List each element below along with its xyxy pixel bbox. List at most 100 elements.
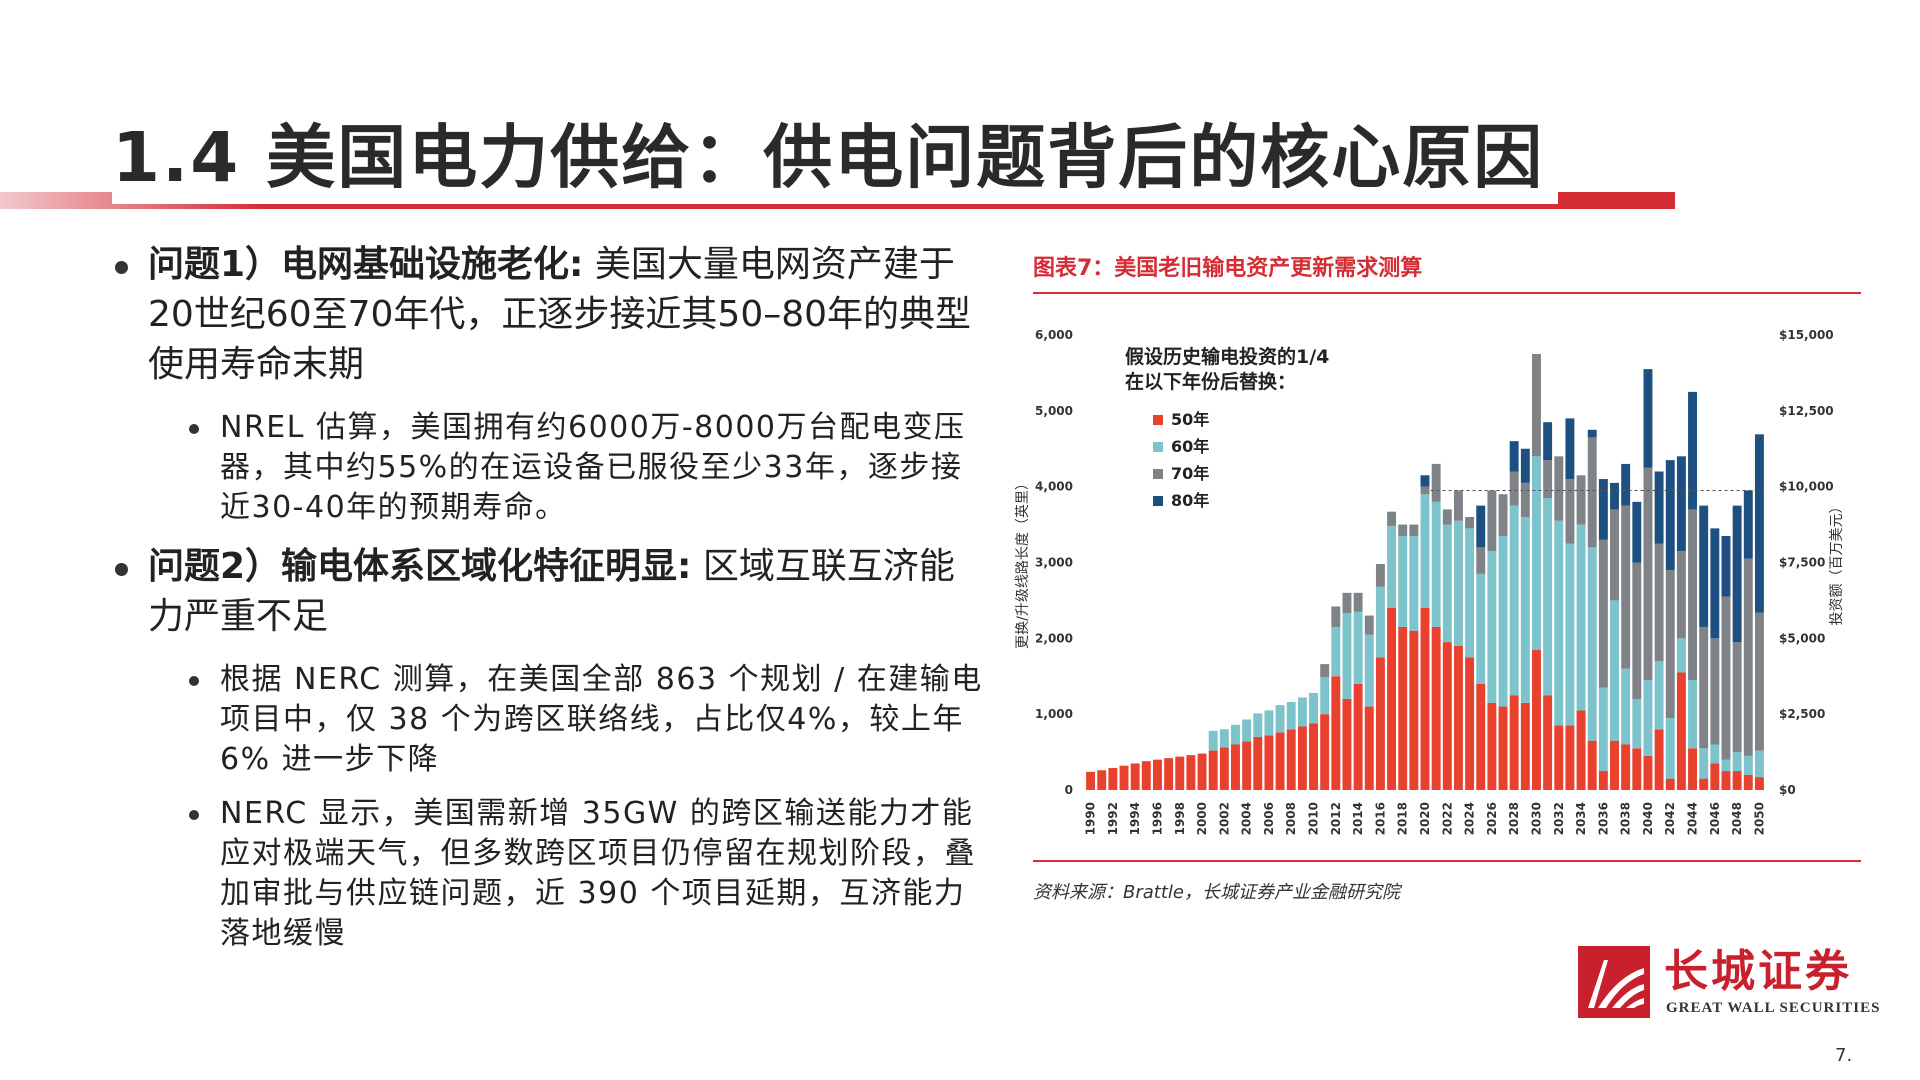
bar-segment-2017-60年 (1387, 526, 1397, 608)
bar-segment-1993-50年 (1119, 765, 1129, 790)
bar-segment-2001-50年 (1208, 750, 1218, 790)
y-tick-label: 6,000 (1035, 328, 1073, 342)
y2-tick-label: $10,000 (1779, 480, 1834, 494)
bar-segment-2043-60年 (1676, 638, 1686, 673)
bar-segment-2047-50年 (1721, 771, 1731, 790)
x-tick-label: 2006 (1262, 802, 1276, 835)
bar-segment-1997-50年 (1164, 758, 1174, 790)
bar-segment-2038-60年 (1621, 668, 1631, 745)
bar-segment-2029-80年 (1520, 448, 1530, 483)
x-tick-label: 2046 (1708, 802, 1722, 835)
legend-title-line: 在以下年份后替换： (1125, 370, 1296, 393)
bar-segment-2040-50年 (1643, 755, 1653, 791)
bar-segment-2036-60年 (1598, 687, 1608, 772)
bar-segment-2021-50年 (1431, 626, 1441, 790)
y-tick-label: 3,000 (1035, 556, 1073, 570)
bar-segment-1996-50年 (1153, 759, 1162, 790)
bar-segment-1995-50年 (1141, 761, 1151, 790)
bar-segment-2041-70年 (1654, 543, 1664, 662)
bullet-issue-1-text: 美国大量电网资产建于20世纪60至70年代，正逐步接近其50–80年的典型使用寿… (148, 244, 972, 385)
bar-segment-2026-50年 (1487, 702, 1497, 790)
bar-segment-2011-60年 (1320, 677, 1330, 715)
x-tick-label: 2016 (1373, 802, 1387, 835)
bar-segment-2025-50年 (1476, 683, 1486, 790)
bar-segment-2002-50年 (1219, 747, 1229, 790)
bar-segment-2035-80年 (1587, 429, 1597, 438)
bar-segment-2020-70年 (1420, 486, 1430, 495)
sub-bullet-nrel: NREL 估算，美国拥有约6000万-8000万台配电变压器，其中约55%的在运… (110, 408, 990, 528)
x-tick-label: 1996 (1150, 802, 1164, 835)
bar-segment-2027-60年 (1498, 535, 1508, 707)
bar-segment-2042-50年 (1665, 778, 1675, 791)
bar-segment-2005-60年 (1253, 713, 1263, 737)
bar-segment-2050-70年 (1754, 612, 1764, 751)
bar-segment-2003-50年 (1231, 744, 1240, 790)
bar-segment-2014-50年 (1353, 683, 1363, 790)
bar-segment-2017-70年 (1387, 511, 1397, 527)
bar-segment-2014-60年 (1353, 611, 1363, 684)
bar-segment-2021-60年 (1431, 501, 1441, 627)
legend-title-line: 假设历史输电投资的1/4 (1125, 345, 1329, 368)
bar-segment-2016-70年 (1375, 564, 1385, 587)
bar-segment-2037-60年 (1610, 600, 1619, 741)
y2-axis-title: 投资额（百万美元） (1829, 500, 1845, 626)
bullet-list: 问题1）电网基础设施老化: 美国大量电网资产建于20世纪60至70年代，正逐步接… (110, 240, 990, 968)
replacement-chart: 0 1,000 2,000 3,000 4,000 5,000 6,000 $0 $2,500 $… (1014, 328, 1845, 835)
bar-segment-2039-60年 (1632, 699, 1642, 749)
bar-segment-2044-60年 (1688, 680, 1697, 749)
bar-segment-2013-70年 (1342, 592, 1352, 614)
x-tick-label: 1994 (1128, 802, 1142, 835)
legend-swatch-70年 (1153, 469, 1163, 479)
bar-segment-2037-50年 (1610, 740, 1619, 790)
bar-segment-2045-50年 (1699, 778, 1709, 791)
bar-segment-2044-80年 (1688, 391, 1697, 510)
bar-segment-2012-50年 (1331, 676, 1341, 790)
bar-segment-2019-50年 (1409, 630, 1419, 790)
bar-segment-2026-60年 (1487, 551, 1497, 703)
bar-segment-2018-70年 (1398, 524, 1408, 536)
bar-segment-2048-50年 (1732, 771, 1742, 790)
figure-title: 图表7：美国老旧输电资产更新需求测算 (1033, 256, 1423, 281)
bar-segment-2050-80年 (1754, 434, 1764, 613)
page-number: 7. (1835, 1045, 1853, 1066)
x-tick-label: 2026 (1485, 802, 1499, 835)
bar-segment-2022-70年 (1442, 509, 1452, 525)
bar-segment-2006-50年 (1264, 735, 1274, 790)
bar-segment-2010-60年 (1309, 692, 1318, 724)
x-tick-label: 1992 (1106, 802, 1120, 835)
bar-segment-2038-70年 (1621, 505, 1631, 669)
bar-segment-2048-80年 (1732, 505, 1742, 643)
bar-segment-2003-60年 (1231, 724, 1240, 745)
logo-chinese-name: 长城证券 (1664, 946, 1852, 997)
x-tick-label: 2024 (1463, 802, 1477, 835)
bar-segment-2012-70年 (1331, 606, 1341, 627)
bar-segment-2034-60年 (1576, 524, 1586, 711)
bar-segment-2035-70年 (1587, 437, 1597, 548)
bar-segment-2002-60年 (1219, 729, 1229, 748)
bar-segment-2048-60年 (1732, 752, 1742, 772)
bar-segment-2038-50年 (1621, 744, 1631, 790)
bar-segment-2049-60年 (1743, 755, 1753, 775)
y-tick-label: 1,000 (1035, 707, 1073, 721)
bar-segment-2016-60年 (1375, 586, 1385, 658)
x-tick-label: 2032 (1552, 802, 1566, 835)
bar-segment-2023-60年 (1453, 520, 1463, 646)
bar-segment-2018-50年 (1398, 626, 1408, 790)
bullet-issue-2: 问题2）输电体系区域化特征明显: 区域互联互济能力严重不足 (110, 542, 990, 642)
bar-segment-2033-50年 (1565, 725, 1575, 790)
bar-segment-2049-70年 (1743, 558, 1753, 756)
legend-label-60年: 60年 (1171, 437, 1209, 456)
bar-segment-2032-60年 (1554, 520, 1564, 726)
bar-segment-2013-60年 (1342, 613, 1352, 699)
bar-segment-2020-60年 (1420, 494, 1430, 608)
bar-segment-2033-60年 (1565, 543, 1575, 726)
bar-segment-2034-50年 (1576, 710, 1586, 791)
y-tick-label: 4,000 (1035, 480, 1073, 494)
bar-segment-2009-50年 (1297, 726, 1307, 790)
x-tick-label: 2048 (1730, 802, 1744, 835)
legend-swatch-50年 (1153, 415, 1163, 425)
legend-swatch-60年 (1153, 442, 1163, 452)
bar-segment-2015-60年 (1364, 634, 1374, 707)
bar-segment-2034-70年 (1576, 475, 1586, 525)
bar-segment-2019-60年 (1409, 535, 1419, 631)
